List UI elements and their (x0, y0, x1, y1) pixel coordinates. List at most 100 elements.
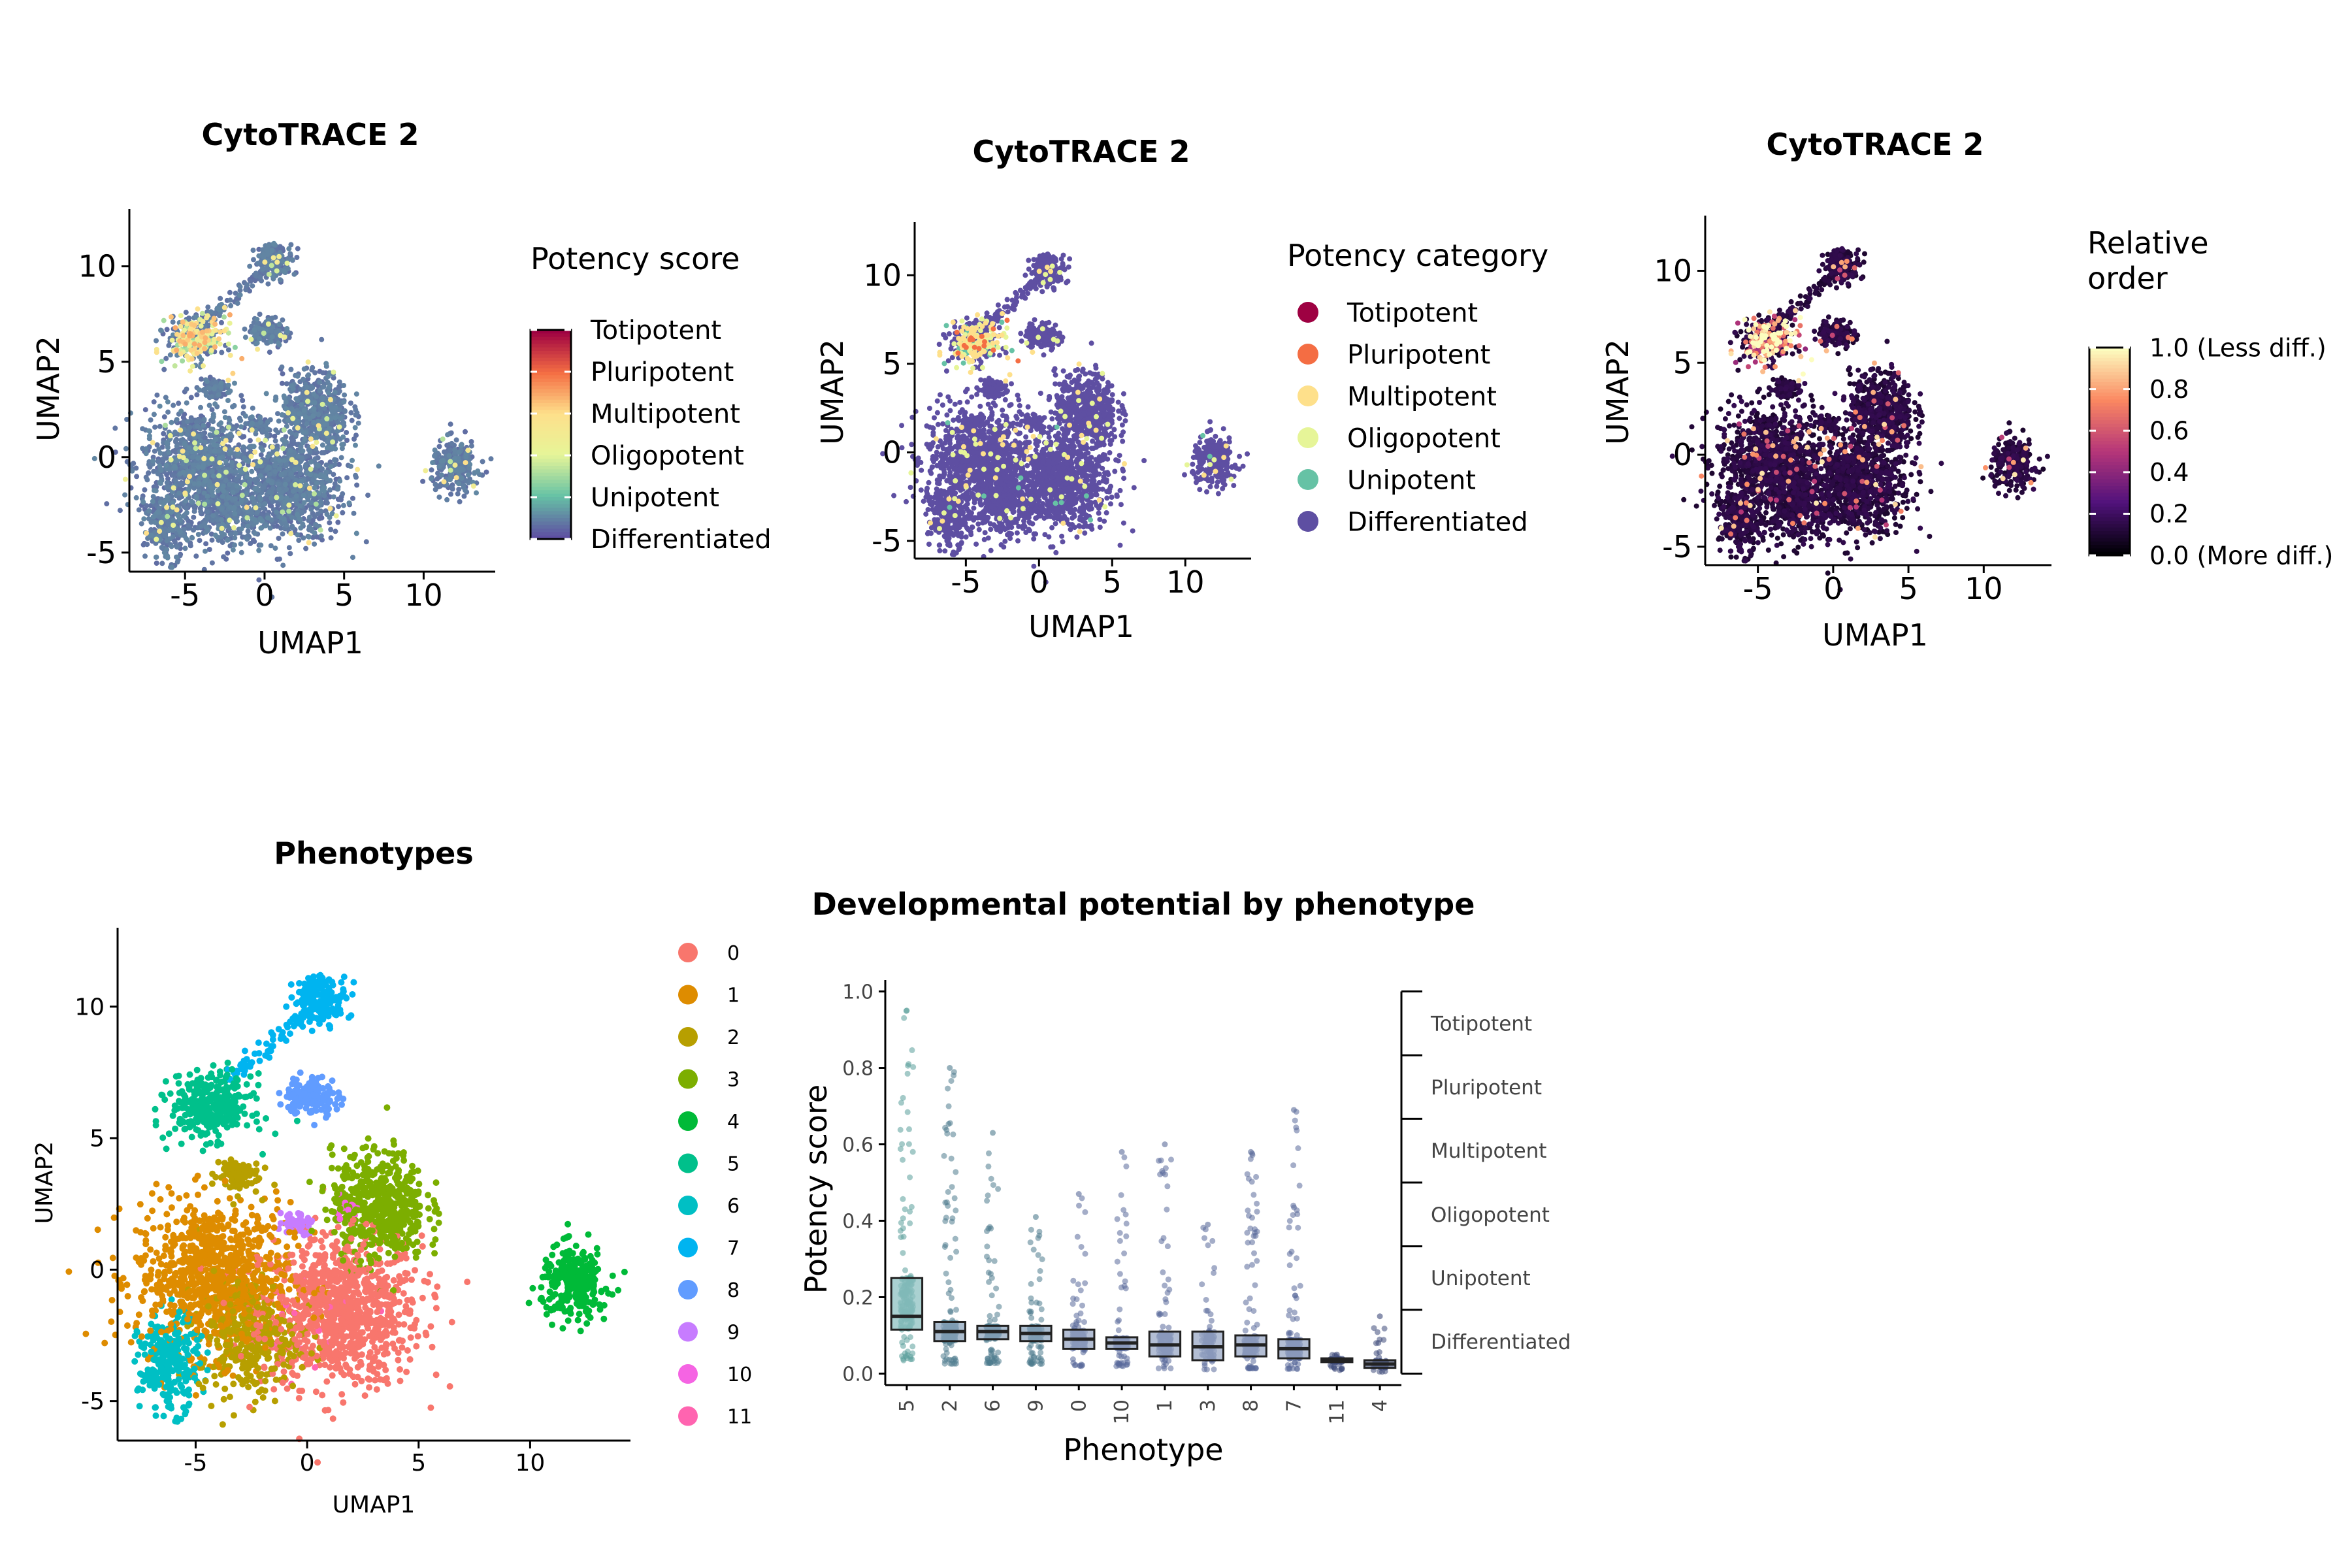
umap-point (212, 327, 218, 333)
umap-point (222, 446, 228, 452)
umap-point (480, 459, 485, 465)
umap-point (280, 317, 286, 323)
umap-point (209, 468, 215, 474)
umap-point (242, 482, 248, 487)
umap-point (312, 530, 318, 536)
umap-point (295, 373, 301, 379)
umap-point (243, 421, 249, 427)
umap-point (289, 383, 295, 389)
umap-point (248, 540, 253, 546)
umap-point (265, 419, 270, 425)
umap-point (214, 429, 220, 435)
umap-point (306, 485, 312, 491)
umap-point (174, 554, 180, 560)
umap-point (276, 340, 282, 346)
umap-point (252, 486, 258, 491)
umap-point (1053, 372, 1058, 378)
umap-point (202, 501, 208, 507)
umap-point (302, 436, 308, 442)
umap-point (174, 507, 180, 513)
umap-point (247, 438, 253, 444)
umap-point (376, 463, 382, 469)
umap-point (269, 444, 275, 450)
umap-point (327, 384, 333, 389)
umap-point (276, 321, 282, 327)
umap-point (232, 542, 237, 548)
umap-point (429, 476, 434, 482)
umap-point (293, 459, 299, 465)
umap-point (178, 351, 184, 357)
umap-point (248, 453, 254, 459)
umap-point (352, 425, 358, 431)
umap-point (363, 539, 369, 545)
umap-point (252, 477, 257, 483)
umap-point (165, 494, 171, 500)
umap-point (434, 476, 440, 482)
umap-point (208, 531, 214, 537)
umap-point (164, 480, 170, 485)
colorbar-segment (531, 511, 571, 515)
colorbar-segment (531, 525, 571, 529)
umap-point (218, 385, 224, 391)
umap-point (446, 453, 452, 459)
umap-point (355, 466, 361, 472)
umap-point (333, 405, 338, 410)
colorbar-label: Totipotent (590, 316, 721, 346)
umap-point (232, 344, 238, 350)
umap-point (282, 335, 287, 340)
umap-point (276, 418, 282, 424)
umap-point (263, 437, 269, 443)
umap-point (201, 363, 206, 368)
umap-point (280, 371, 286, 377)
umap-point (279, 412, 285, 417)
umap-point (204, 493, 210, 499)
umap-point (191, 346, 197, 351)
umap-point (260, 266, 266, 272)
colorbar-segment (531, 417, 571, 421)
umap-point (193, 446, 199, 451)
umap-point (219, 350, 225, 355)
umap-point (468, 439, 474, 444)
umap-point (336, 424, 342, 430)
umap-point (176, 400, 182, 406)
umap-point (151, 412, 157, 417)
colorbar-segment (531, 472, 571, 477)
umap-point (327, 494, 333, 500)
umap-point (332, 457, 338, 463)
umap-point (269, 248, 275, 253)
umap-point (440, 436, 446, 442)
umap-point (212, 344, 218, 350)
umap-point (238, 393, 244, 399)
umap-point (267, 471, 272, 477)
umap-point (183, 498, 189, 504)
umap-point (247, 263, 253, 269)
umap-point (333, 529, 338, 534)
umap-point (209, 456, 215, 462)
umap-point (157, 480, 163, 485)
umap-point (117, 508, 123, 514)
umap-point (327, 397, 333, 402)
umap-point (104, 501, 110, 507)
colorbar-segment (531, 483, 571, 487)
umap-point (436, 494, 442, 500)
umap-point (302, 464, 308, 470)
umap-point (328, 527, 334, 532)
umap-point (319, 336, 325, 342)
umap-point (172, 325, 178, 331)
umap-point (154, 350, 159, 355)
umap-point (321, 493, 327, 498)
umap-point (321, 485, 327, 491)
umap-point (449, 485, 455, 491)
umap-point (276, 556, 282, 562)
umap-point (176, 490, 182, 496)
umap-points (91, 240, 494, 600)
umap-point (449, 440, 455, 446)
colorbar-segment (531, 434, 571, 438)
umap-point (204, 315, 210, 321)
umap-point (182, 341, 188, 347)
umap-point (219, 506, 224, 512)
colorbar-segment (531, 378, 571, 383)
umap-point (164, 440, 170, 446)
umap-point (257, 482, 263, 487)
umap-point (217, 341, 223, 347)
